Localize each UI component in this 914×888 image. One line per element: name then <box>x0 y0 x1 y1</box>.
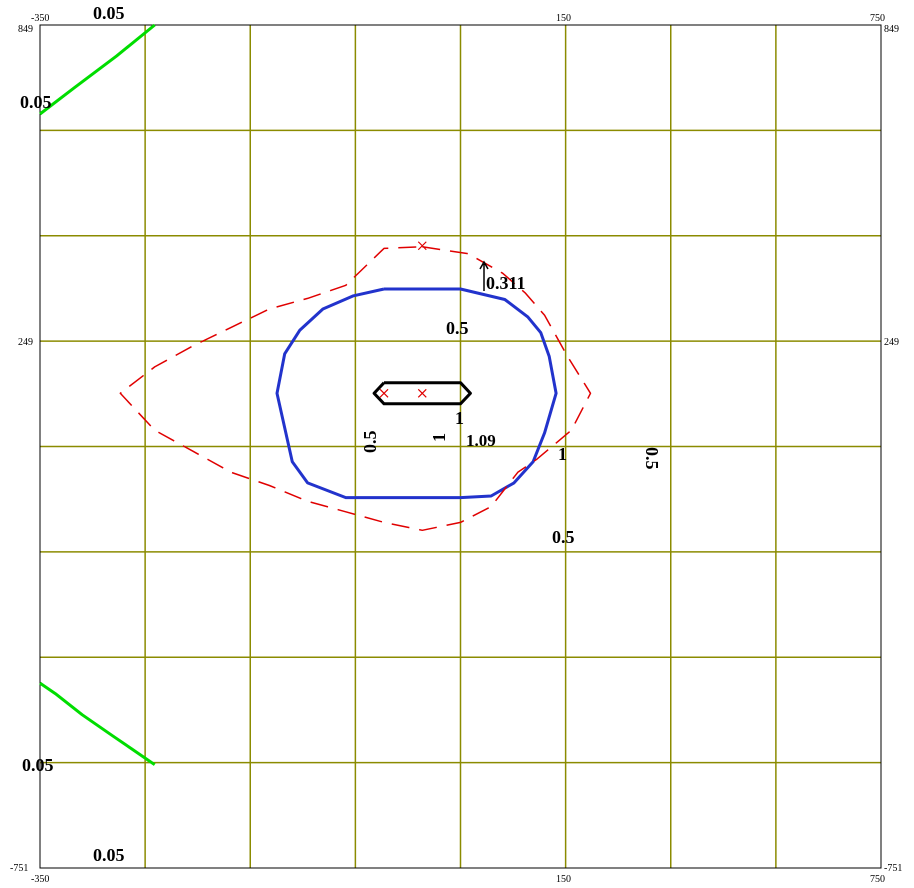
bottom-right-y-label: -751 <box>884 863 902 874</box>
mid-left-y-label: 249 <box>18 337 33 348</box>
bottom-left-x-label: -350 <box>31 874 49 885</box>
top-mid-x-label: 150 <box>556 13 571 24</box>
contour-labels: 0.05 0.05 0.05 0.05 0.5 0.5 0.5 0.5 1 1 … <box>20 3 662 865</box>
contours <box>39 23 592 766</box>
label-green-top-a: 0.05 <box>93 3 125 23</box>
contour-line-3 <box>119 246 592 532</box>
label-green-bottom-a: 0.05 <box>22 755 54 775</box>
label-blue-bottom: 0.5 <box>552 527 575 547</box>
label-red-leader <box>479 260 489 291</box>
contour-line-0 <box>39 23 156 116</box>
label-black-top: 1 <box>455 408 464 428</box>
top-left-x-label: -350 <box>31 13 49 24</box>
mid-right-y-label: 249 <box>884 337 899 348</box>
bottom-right-x-label: 750 <box>870 874 885 885</box>
top-right-x-label: 750 <box>870 13 885 24</box>
label-blue-left: 0.5 <box>360 431 380 454</box>
top-left-y-label: 849 <box>18 24 33 35</box>
top-right-y-label: 849 <box>884 24 899 35</box>
label-black-left: 1 <box>429 433 449 442</box>
label-green-top-b: 0.05 <box>20 92 52 112</box>
label-blue-right: 0.5 <box>642 447 662 470</box>
markers <box>379 241 427 398</box>
marker-x <box>417 241 427 251</box>
label-red-value: 0.311 <box>486 273 526 293</box>
contour-line-0 <box>39 681 156 766</box>
marker-x <box>417 388 427 398</box>
bottom-left-y-label: -751 <box>10 863 28 874</box>
grid <box>40 25 881 868</box>
label-max-value: 1.09 <box>466 431 496 450</box>
bottom-mid-x-label: 150 <box>556 874 571 885</box>
contour-line-1 <box>275 287 558 500</box>
contour-line-2 <box>372 381 472 406</box>
marker-x <box>379 388 389 398</box>
label-green-bottom-b: 0.05 <box>93 845 125 865</box>
label-blue-top: 0.5 <box>446 318 469 338</box>
axis-labels: -350 150 750 849 849 249 249 -751 -751 -… <box>10 13 902 885</box>
label-black-right: 1 <box>558 444 567 464</box>
plot-frame <box>39 24 882 869</box>
